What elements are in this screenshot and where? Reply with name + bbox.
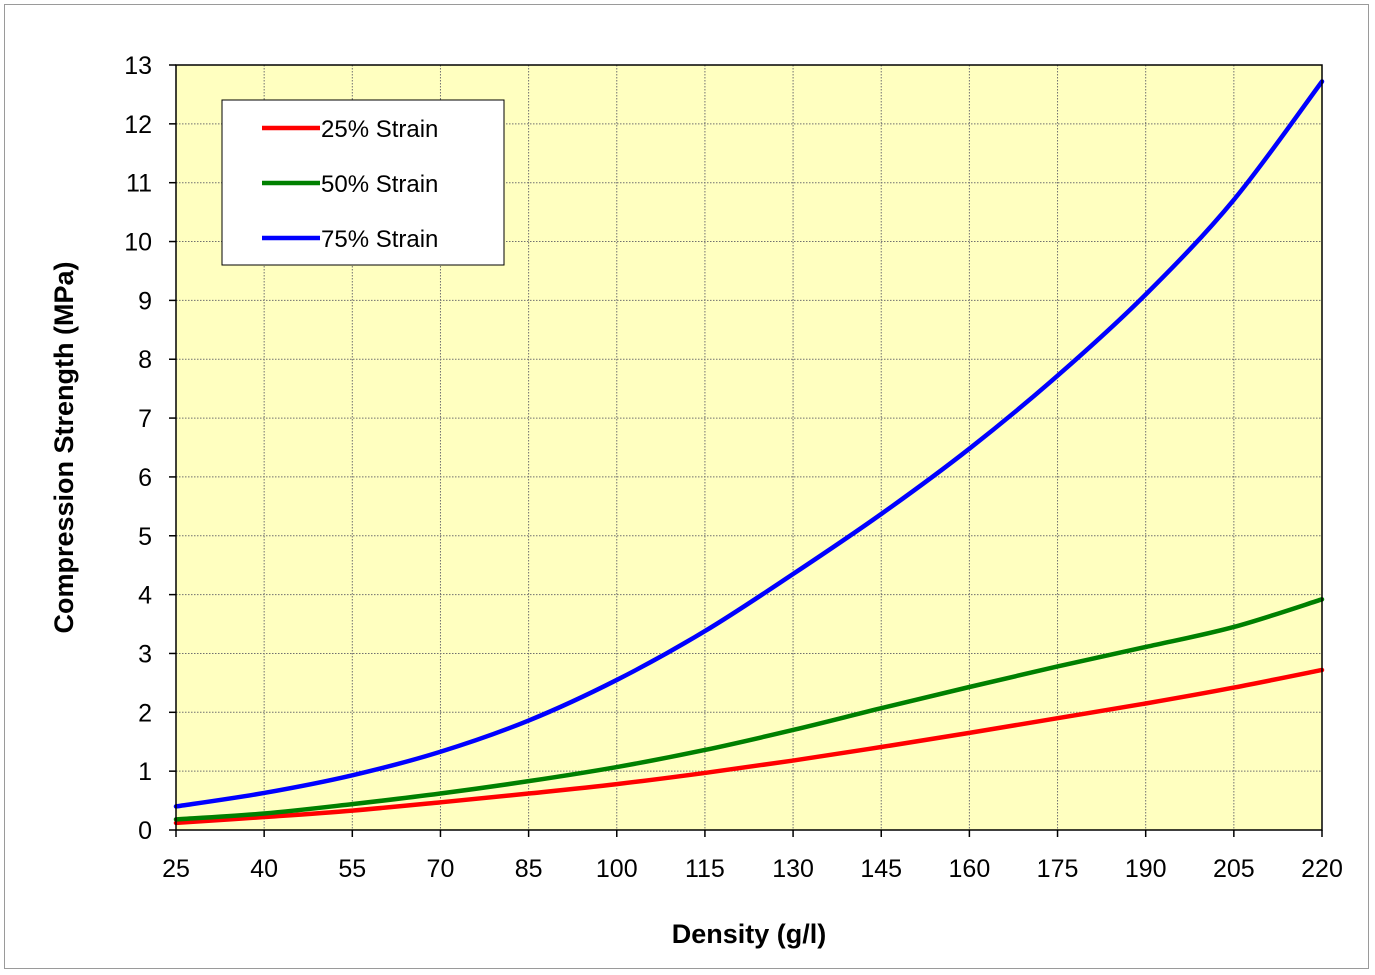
x-tick-label: 25 xyxy=(162,855,190,883)
legend-label-25-strain: 25% Strain xyxy=(321,116,438,143)
x-tick-label: 190 xyxy=(1125,855,1167,883)
x-tick-label: 205 xyxy=(1213,855,1255,883)
y-tick-label: 4 xyxy=(138,582,152,610)
x-tick-label: 70 xyxy=(427,855,455,883)
x-tick-label: 175 xyxy=(1037,855,1079,883)
y-tick-label: 8 xyxy=(138,346,152,374)
series-layer xyxy=(173,79,1325,826)
y-tick-label: 12 xyxy=(124,111,152,139)
y-tick-label: 3 xyxy=(138,640,152,668)
series-line-75-strain xyxy=(173,79,1325,809)
y-tick-label: 6 xyxy=(138,464,152,492)
legend-label-75-strain: 75% Strain xyxy=(321,226,438,253)
y-tick-label: 11 xyxy=(126,170,152,198)
x-tick-label: 115 xyxy=(685,855,725,883)
gridlines xyxy=(176,65,1322,830)
x-tick-label: 85 xyxy=(515,855,543,883)
legend: 25% Strain 50% Strain 75% Strain xyxy=(221,99,505,266)
x-tick-label: 160 xyxy=(949,855,991,883)
x-tick-label: 220 xyxy=(1301,855,1343,883)
y-tick-label: 7 xyxy=(138,405,152,433)
x-tick-label: 55 xyxy=(338,855,366,883)
x-tick-label: 40 xyxy=(250,855,278,883)
y-tick-label: 13 xyxy=(124,52,152,80)
x-tick-label: 130 xyxy=(772,855,814,883)
y-tick-label: 5 xyxy=(138,523,152,551)
legend-label-50-strain: 50% Strain xyxy=(321,171,438,198)
x-tick-label: 100 xyxy=(596,855,638,883)
series-line-50-strain xyxy=(173,597,1325,822)
x-axis-ticks: 25 40 55 70 85 100 115 130 145 160 175 190 205 220 xyxy=(162,830,1343,883)
x-tick-label: 145 xyxy=(860,855,902,883)
y-tick-label: 0 xyxy=(138,817,152,845)
y-tick-label: 10 xyxy=(124,229,152,257)
y-tick-label: 2 xyxy=(138,699,152,727)
x-axis-title: Density (g/l) xyxy=(672,919,827,949)
series-line-25-strain xyxy=(173,667,1325,826)
y-tick-label: 9 xyxy=(138,287,152,315)
y-axis-title: Compression Strength (MPa) xyxy=(49,261,79,633)
y-tick-label: 1 xyxy=(138,758,152,786)
plot-border xyxy=(175,64,1323,831)
